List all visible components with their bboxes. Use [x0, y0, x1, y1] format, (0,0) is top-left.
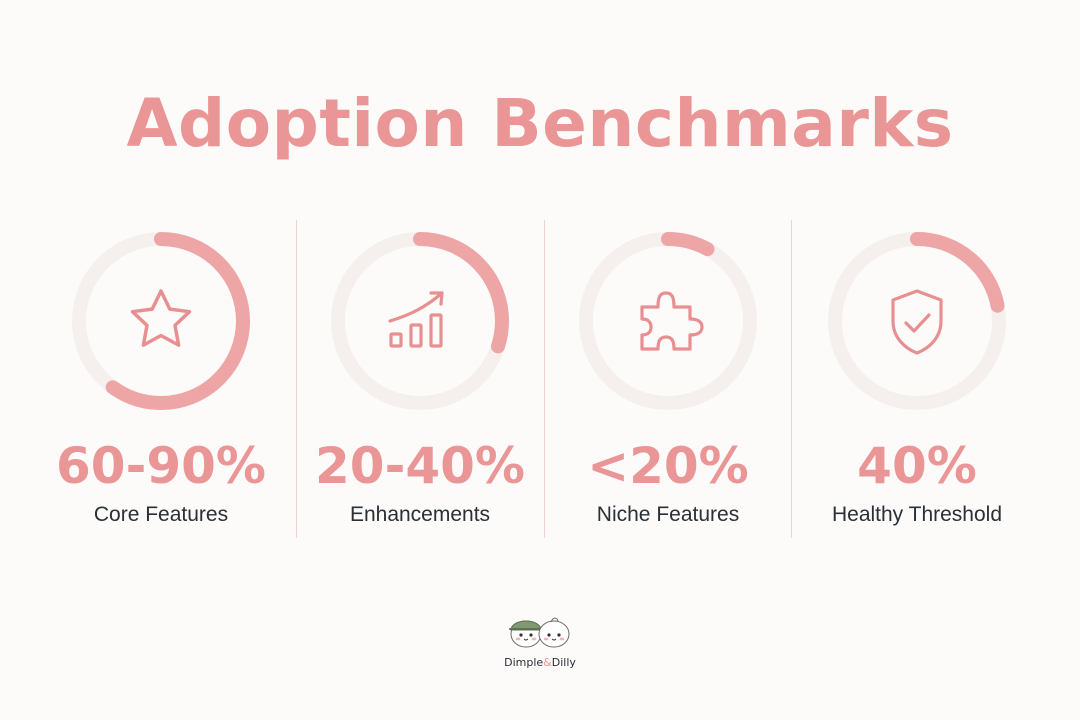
progress-ring-fill — [72, 232, 250, 410]
progress-ring — [828, 232, 1006, 410]
benchmark-value: <20% — [587, 437, 749, 495]
benchmark-label: Niche Features — [596, 503, 740, 526]
brand-name-ampersand: & — [543, 656, 552, 669]
column-divider — [544, 220, 545, 538]
benchmark-card-niche-features: <20% Niche Features — [543, 226, 793, 536]
progress-ring — [579, 232, 757, 410]
benchmark-label: Enhancements — [349, 503, 491, 526]
benchmark-label: Core Features — [93, 503, 229, 526]
column-divider — [791, 220, 792, 538]
shield-check-icon — [891, 289, 943, 355]
brand-name: Dimple&Dilly — [490, 656, 590, 670]
brand-name-part1: Dimple — [504, 656, 544, 669]
brand-name-part2: Dilly — [551, 656, 576, 669]
column-divider — [296, 220, 297, 538]
page-title: Adoption Benchmarks — [126, 85, 954, 162]
benchmark-card-enhancements: 20-40% Enhancements — [295, 226, 545, 536]
mascot-logo-icon — [509, 617, 570, 648]
progress-ring-fill — [331, 232, 509, 410]
progress-ring — [72, 232, 250, 410]
growth-chart-icon — [388, 291, 444, 348]
progress-ring-fill — [828, 232, 1006, 410]
brand-logo: Dimple&Dilly — [490, 610, 590, 674]
benchmark-card-core-features: 60-90% Core Features — [36, 226, 286, 536]
benchmark-value: 40% — [857, 437, 977, 495]
benchmark-card-healthy-threshold: 40% Healthy Threshold — [792, 226, 1042, 536]
progress-ring-fill — [579, 232, 757, 410]
progress-ring — [331, 232, 509, 410]
benchmark-label: Healthy Threshold — [831, 503, 1003, 526]
puzzle-piece-icon — [640, 291, 704, 351]
benchmark-value: 60-90% — [55, 437, 266, 495]
star-icon — [130, 289, 192, 347]
benchmark-value: 20-40% — [314, 437, 525, 495]
